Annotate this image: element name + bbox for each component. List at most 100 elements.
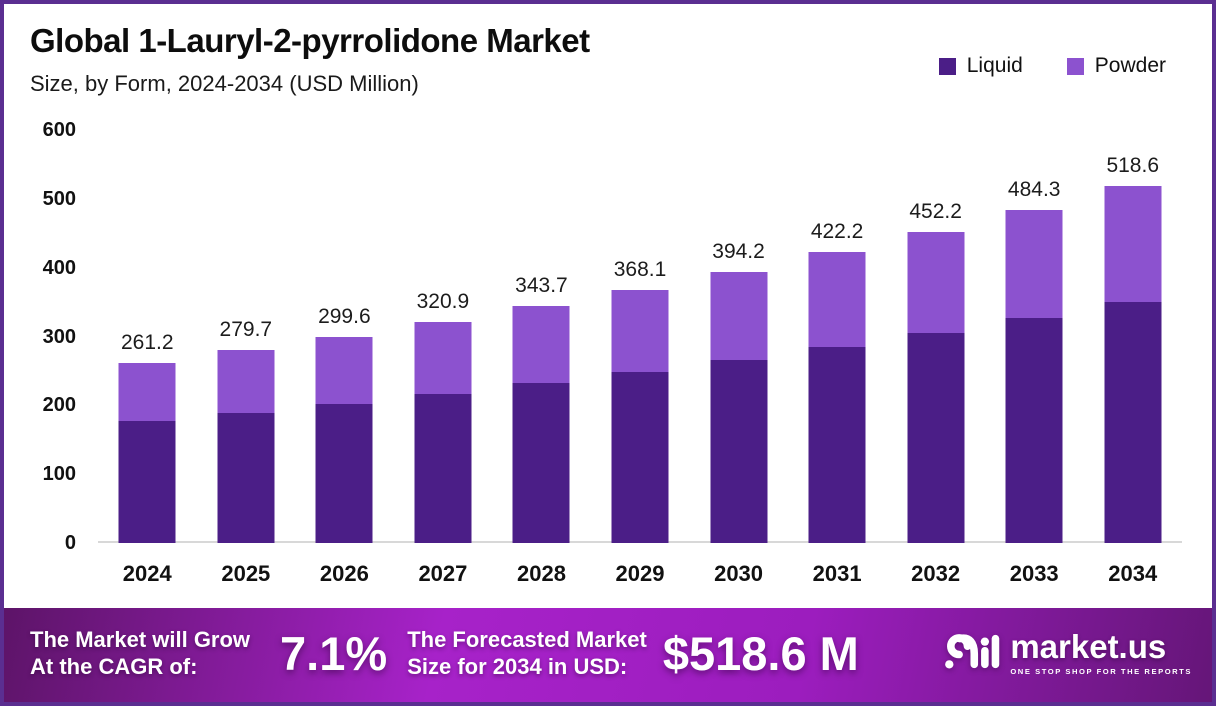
liquid-segment	[710, 359, 768, 543]
brand-lockup: market.us ONE STOP SHOP FOR THE REPORTS	[944, 630, 1192, 676]
x-tick-label-2032: 2032	[911, 561, 961, 586]
x-tick-label-2034: 2034	[1108, 561, 1158, 586]
cagr-label-line1: The Market will Grow	[30, 626, 251, 652]
powder-segment	[611, 289, 669, 372]
legend-swatch-powder	[1066, 57, 1084, 75]
powder-segment	[217, 350, 275, 413]
stacked-bar-2027	[414, 322, 472, 543]
stacked-bar-2030	[710, 271, 768, 543]
legend-swatch-liquid	[938, 57, 956, 75]
forecast-value: $518.6 M	[662, 626, 859, 680]
x-tick-label-2025: 2025	[221, 561, 271, 586]
liquid-segment	[1005, 317, 1063, 543]
powder-segment	[512, 306, 570, 384]
legend-item-liquid: Liquid	[938, 54, 1023, 78]
y-tick-label: 0	[64, 532, 76, 554]
bar-group-2024: 261.2	[98, 130, 197, 543]
bar-value-label: 343.7	[515, 274, 568, 298]
chart-legend: Liquid Powder	[938, 54, 1166, 78]
bar-value-label: 368.1	[613, 257, 667, 281]
stacked-bar-2024	[118, 363, 176, 543]
bar-value-label: 261.2	[120, 331, 174, 355]
stacked-bar-2033	[1005, 209, 1063, 543]
x-tick-label-2029: 2029	[615, 561, 665, 586]
x-tick-label-2031: 2031	[812, 561, 862, 586]
plot-area: 261.2 279.7 299.6 320.9 343.7 368.1 394.2 422.2…	[43, 120, 1182, 553]
powder-segment	[414, 322, 472, 394]
stacked-bar-2025	[217, 350, 275, 543]
x-tick-label-2030: 2030	[714, 561, 764, 586]
powder-segment	[1005, 209, 1063, 318]
page-title: Global 1-Lauryl-2-pyrrolidone Market	[30, 22, 590, 59]
market-us-logo-icon	[944, 631, 1000, 675]
liquid-segment	[808, 346, 866, 543]
forecast-label-line1: The Forecasted Market	[407, 626, 647, 652]
liquid-segment	[907, 332, 965, 543]
bar-value-label: 320.9	[416, 290, 470, 314]
bar-group-2029: 368.1	[591, 130, 690, 543]
powder-segment	[315, 336, 373, 404]
bar-group-2031: 422.2	[788, 130, 887, 543]
stacked-bar-2026	[315, 336, 373, 543]
powder-segment	[907, 231, 965, 333]
y-tick-label: 600	[42, 119, 76, 141]
cagr-value: 7.1%	[280, 626, 388, 680]
liquid-segment	[1104, 301, 1162, 543]
stacked-bar-2028	[512, 306, 570, 543]
bar-value-label: 422.2	[810, 220, 864, 244]
forecast-label: The Forecasted Market Size for 2034 in U…	[407, 626, 647, 681]
stacked-bar-2029	[611, 289, 669, 543]
bar-group-2028: 343.7	[492, 130, 591, 543]
stacked-bar-2032	[907, 231, 965, 543]
x-tick-label-2033: 2033	[1009, 561, 1059, 586]
x-tick-label-2026: 2026	[319, 561, 369, 586]
bar-group-2030: 394.2	[689, 130, 788, 543]
powder-segment	[118, 363, 176, 422]
bar-value-label: 518.6	[1106, 154, 1160, 178]
powder-segment	[1104, 186, 1162, 302]
bar-group-2027: 320.9	[394, 130, 493, 543]
x-tick-label-2028: 2028	[516, 561, 566, 586]
stacked-bar-2031	[808, 252, 866, 543]
bar-group-2032: 452.2	[886, 130, 985, 543]
brand-text: market.us ONE STOP SHOP FOR THE REPORTS	[1010, 630, 1192, 676]
cagr-label-line2: At the CAGR of:	[30, 654, 198, 679]
bar-value-label: 394.2	[712, 239, 765, 263]
bar-value-label: 279.7	[219, 318, 273, 342]
powder-segment	[808, 252, 866, 347]
bar-value-label: 299.6	[318, 304, 371, 328]
liquid-segment	[118, 421, 176, 543]
y-tick-label: 300	[42, 325, 76, 348]
legend-item-powder: Powder	[1066, 54, 1166, 78]
legend-label: Liquid	[966, 54, 1023, 77]
bar-group-2033: 484.3	[985, 130, 1084, 543]
chart-region: 261.2 279.7 299.6 320.9 343.7 368.1 394.2 422.2…	[43, 120, 1182, 587]
y-tick-label: 100	[42, 463, 76, 486]
brand-name: market.us	[1010, 628, 1167, 665]
bar-value-label: 452.2	[909, 199, 962, 223]
liquid-segment	[315, 403, 373, 543]
y-tick-label: 400	[42, 256, 76, 279]
liquid-segment	[512, 383, 570, 543]
liquid-segment	[611, 371, 669, 543]
footer-banner: The Market will Grow At the CAGR of: 7.1…	[4, 608, 1212, 702]
stacked-bar-2034	[1104, 186, 1162, 543]
legend-label: Powder	[1094, 54, 1166, 77]
bar-group-2025: 279.7	[197, 130, 296, 543]
bar-group-2034: 518.6	[1083, 130, 1182, 543]
bar-value-label: 484.3	[1007, 177, 1061, 201]
x-tick-label-2024: 2024	[122, 561, 172, 586]
powder-segment	[710, 271, 768, 360]
chart-subtitle: Size, by Form, 2024-2034 (USD Million)	[30, 71, 419, 96]
chart-header: Global 1-Lauryl-2-pyrrolidone Market Siz…	[4, 4, 1212, 112]
bars-row: 261.2 279.7 299.6 320.9 343.7 368.1 394.2 422.2…	[98, 130, 1182, 543]
y-tick-label: 500	[42, 187, 76, 210]
y-tick-label: 200	[42, 394, 76, 417]
brand-tagline: ONE STOP SHOP FOR THE REPORTS	[1010, 667, 1192, 676]
liquid-segment	[414, 393, 472, 543]
x-labels-row: 2024 2025 2026 2027 2028 2029 2030 2031 2032 2033…	[98, 561, 1182, 587]
liquid-segment	[217, 412, 275, 543]
forecast-label-line2: Size for 2034 in USD:	[407, 654, 628, 679]
bar-group-2026: 299.6	[295, 130, 394, 543]
